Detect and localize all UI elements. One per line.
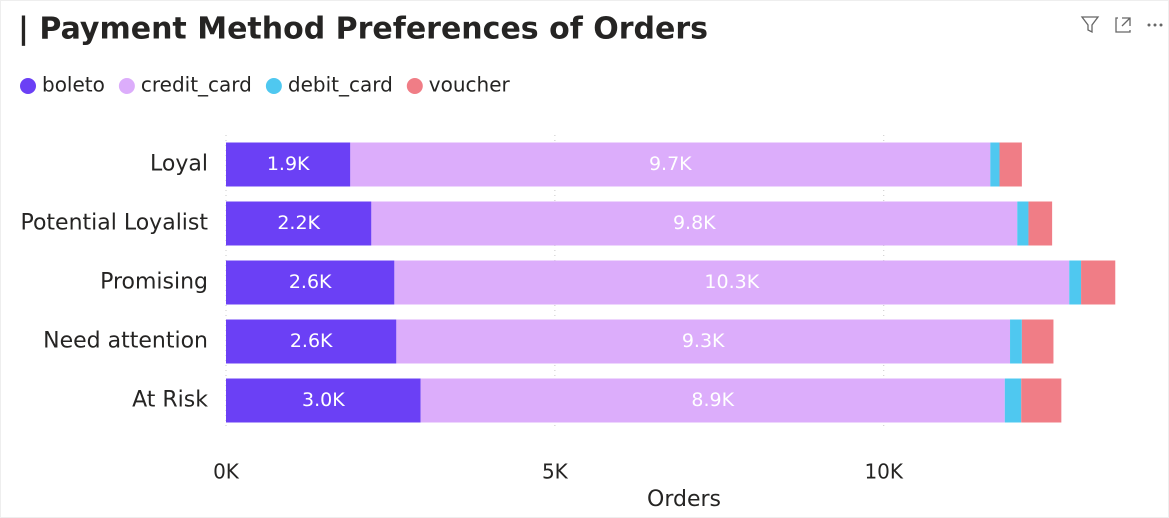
data-label: 2.2K — [277, 212, 320, 234]
y-tick-label: Promising — [100, 270, 208, 295]
bar-segment — [1028, 201, 1053, 246]
legend-label: boleto — [42, 73, 105, 97]
bar-segment — [990, 142, 1000, 187]
bar-segment — [350, 142, 991, 187]
legend-label: credit_card — [141, 73, 252, 97]
legend-swatch — [265, 78, 282, 94]
bar-segment — [1021, 319, 1054, 364]
data-label: 1.9K — [267, 153, 310, 175]
header-icons[interactable] — [1080, 16, 1131, 34]
legend-swatch — [20, 78, 36, 94]
bar-segment — [394, 260, 1070, 305]
bar-segment — [396, 319, 1011, 364]
bar-segment — [226, 378, 421, 423]
bar-segment — [226, 260, 395, 305]
x-axis-title: Orders — [647, 487, 721, 512]
y-tick-label: At Risk — [132, 388, 208, 413]
bar-segment — [1021, 378, 1062, 423]
legend-label: voucher — [429, 73, 511, 97]
data-label: 9.7K — [649, 153, 692, 175]
filter-icon[interactable] — [1080, 16, 1100, 34]
focus-icon[interactable] — [1115, 17, 1131, 33]
bar-segment — [1017, 201, 1029, 246]
bar-segment — [371, 201, 1018, 246]
x-tick-label: 0K — [213, 460, 240, 484]
bar-segment — [226, 319, 397, 364]
bar-segment — [226, 142, 351, 187]
bar-segment — [420, 378, 1005, 423]
data-label: 8.9K — [691, 389, 734, 411]
x-tick-label: 5K — [542, 460, 569, 484]
bar-segment — [1081, 260, 1116, 305]
y-tick-label: Need attention — [43, 329, 208, 354]
legend-swatch — [406, 78, 423, 94]
more-icon[interactable] — [1147, 23, 1163, 27]
data-label: 10.3K — [704, 271, 759, 293]
bar-segment — [999, 142, 1022, 187]
bar-segment — [1010, 319, 1022, 364]
data-label: 2.6K — [290, 330, 333, 352]
data-label: 9.3K — [682, 330, 725, 352]
bar-segment — [1069, 260, 1082, 305]
y-tick-label: Loyal — [150, 152, 208, 177]
chart-title: | Payment Method Preferences of Orders — [18, 12, 708, 47]
data-label: 2.6K — [289, 271, 332, 293]
legend-swatch — [118, 78, 135, 94]
y-tick-label: Potential Loyalist — [20, 211, 208, 236]
x-tick-label: 10K — [864, 460, 903, 484]
bar-segment — [226, 201, 372, 246]
data-label: 3.0K — [302, 389, 345, 411]
data-label: 9.8K — [673, 212, 716, 234]
legend-label: debit_card — [288, 73, 393, 97]
bar-segment — [1004, 378, 1022, 423]
